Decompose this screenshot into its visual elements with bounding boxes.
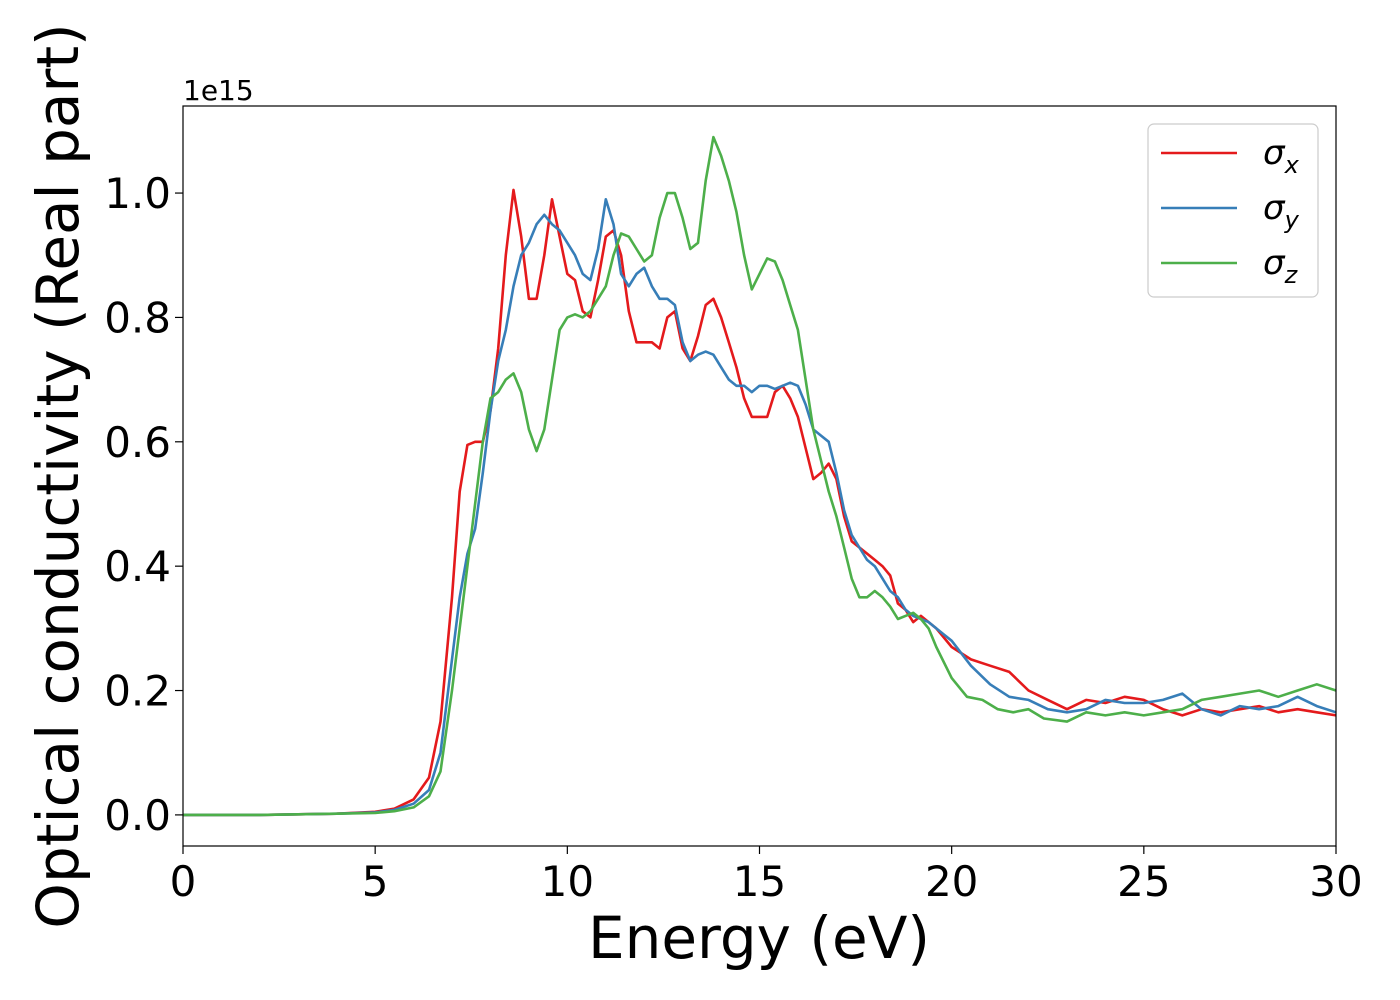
legend-label-sigma-y: σy: [1263, 188, 1300, 234]
y-tick-label: 1.0: [104, 169, 171, 218]
x-tick-label: 30: [1309, 857, 1362, 906]
y-tick-label: 0.8: [104, 293, 171, 342]
y-axis-label: Optical conductivity (Real part): [24, 23, 92, 928]
y-axis-offset-label: 1e15: [183, 74, 254, 107]
legend-label-sigma-x: σx: [1263, 133, 1300, 179]
y-tick-label: 0.6: [104, 418, 171, 467]
series-layer: [183, 135, 1337, 817]
y-tick-label: 0.0: [104, 791, 171, 840]
x-tick-label: 15: [733, 857, 786, 906]
x-tick-label: 0: [170, 857, 197, 906]
series-line-sigma-x: [183, 188, 1337, 817]
y-axis-ticks: 0.0 0.2 0.4 0.6 0.8 1.0: [104, 169, 183, 840]
series-line-sigma-y: [183, 198, 1337, 817]
plot-area: [182, 105, 1337, 847]
series-line-sigma-z: [183, 135, 1337, 817]
legend: σx σy σz: [1147, 123, 1319, 298]
legend-label-sigma-z: σz: [1263, 243, 1299, 289]
legend-box: [1147, 123, 1319, 298]
x-axis-ticks: 0 5 10 15 20 25 30: [170, 846, 1363, 906]
x-tick-label: 5: [362, 857, 389, 906]
x-tick-label: 20: [925, 857, 978, 906]
x-axis-label: Energy (eV): [588, 904, 930, 972]
x-tick-label: 25: [1117, 857, 1170, 906]
y-tick-label: 0.4: [104, 542, 171, 591]
x-tick-label: 10: [541, 857, 594, 906]
y-tick-label: 0.2: [104, 667, 171, 716]
